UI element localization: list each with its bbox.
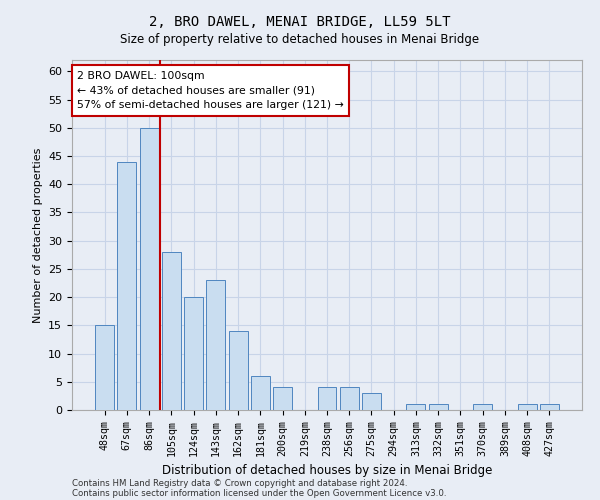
Bar (184, 297, 203, 410)
Bar (95, 326, 114, 410)
Text: 2, BRO DAWEL, MENAI BRIDGE, LL59 5LT: 2, BRO DAWEL, MENAI BRIDGE, LL59 5LT (149, 15, 451, 29)
Text: Contains public sector information licensed under the Open Government Licence v3: Contains public sector information licen… (72, 488, 446, 498)
Bar (362, 393, 381, 410)
Bar (429, 404, 448, 410)
X-axis label: Distribution of detached houses by size in Menai Bridge: Distribution of detached houses by size … (162, 464, 492, 477)
Bar (229, 331, 248, 410)
Text: Contains HM Land Registry data © Crown copyright and database right 2024.: Contains HM Land Registry data © Crown c… (72, 478, 407, 488)
Y-axis label: Number of detached properties: Number of detached properties (32, 148, 43, 322)
Text: Size of property relative to detached houses in Menai Bridge: Size of property relative to detached ho… (121, 32, 479, 46)
Text: 2 BRO DAWEL: 100sqm
← 43% of detached houses are smaller (91)
57% of semi-detach: 2 BRO DAWEL: 100sqm ← 43% of detached ho… (77, 70, 344, 110)
Bar (162, 252, 181, 410)
Bar (273, 388, 292, 410)
Bar (118, 162, 136, 410)
Bar (206, 280, 225, 410)
Bar (540, 404, 559, 410)
Bar (317, 388, 337, 410)
Bar (473, 404, 492, 410)
Bar (140, 128, 158, 410)
Bar (340, 388, 359, 410)
Bar (406, 404, 425, 410)
Bar (518, 404, 536, 410)
Bar (251, 376, 270, 410)
